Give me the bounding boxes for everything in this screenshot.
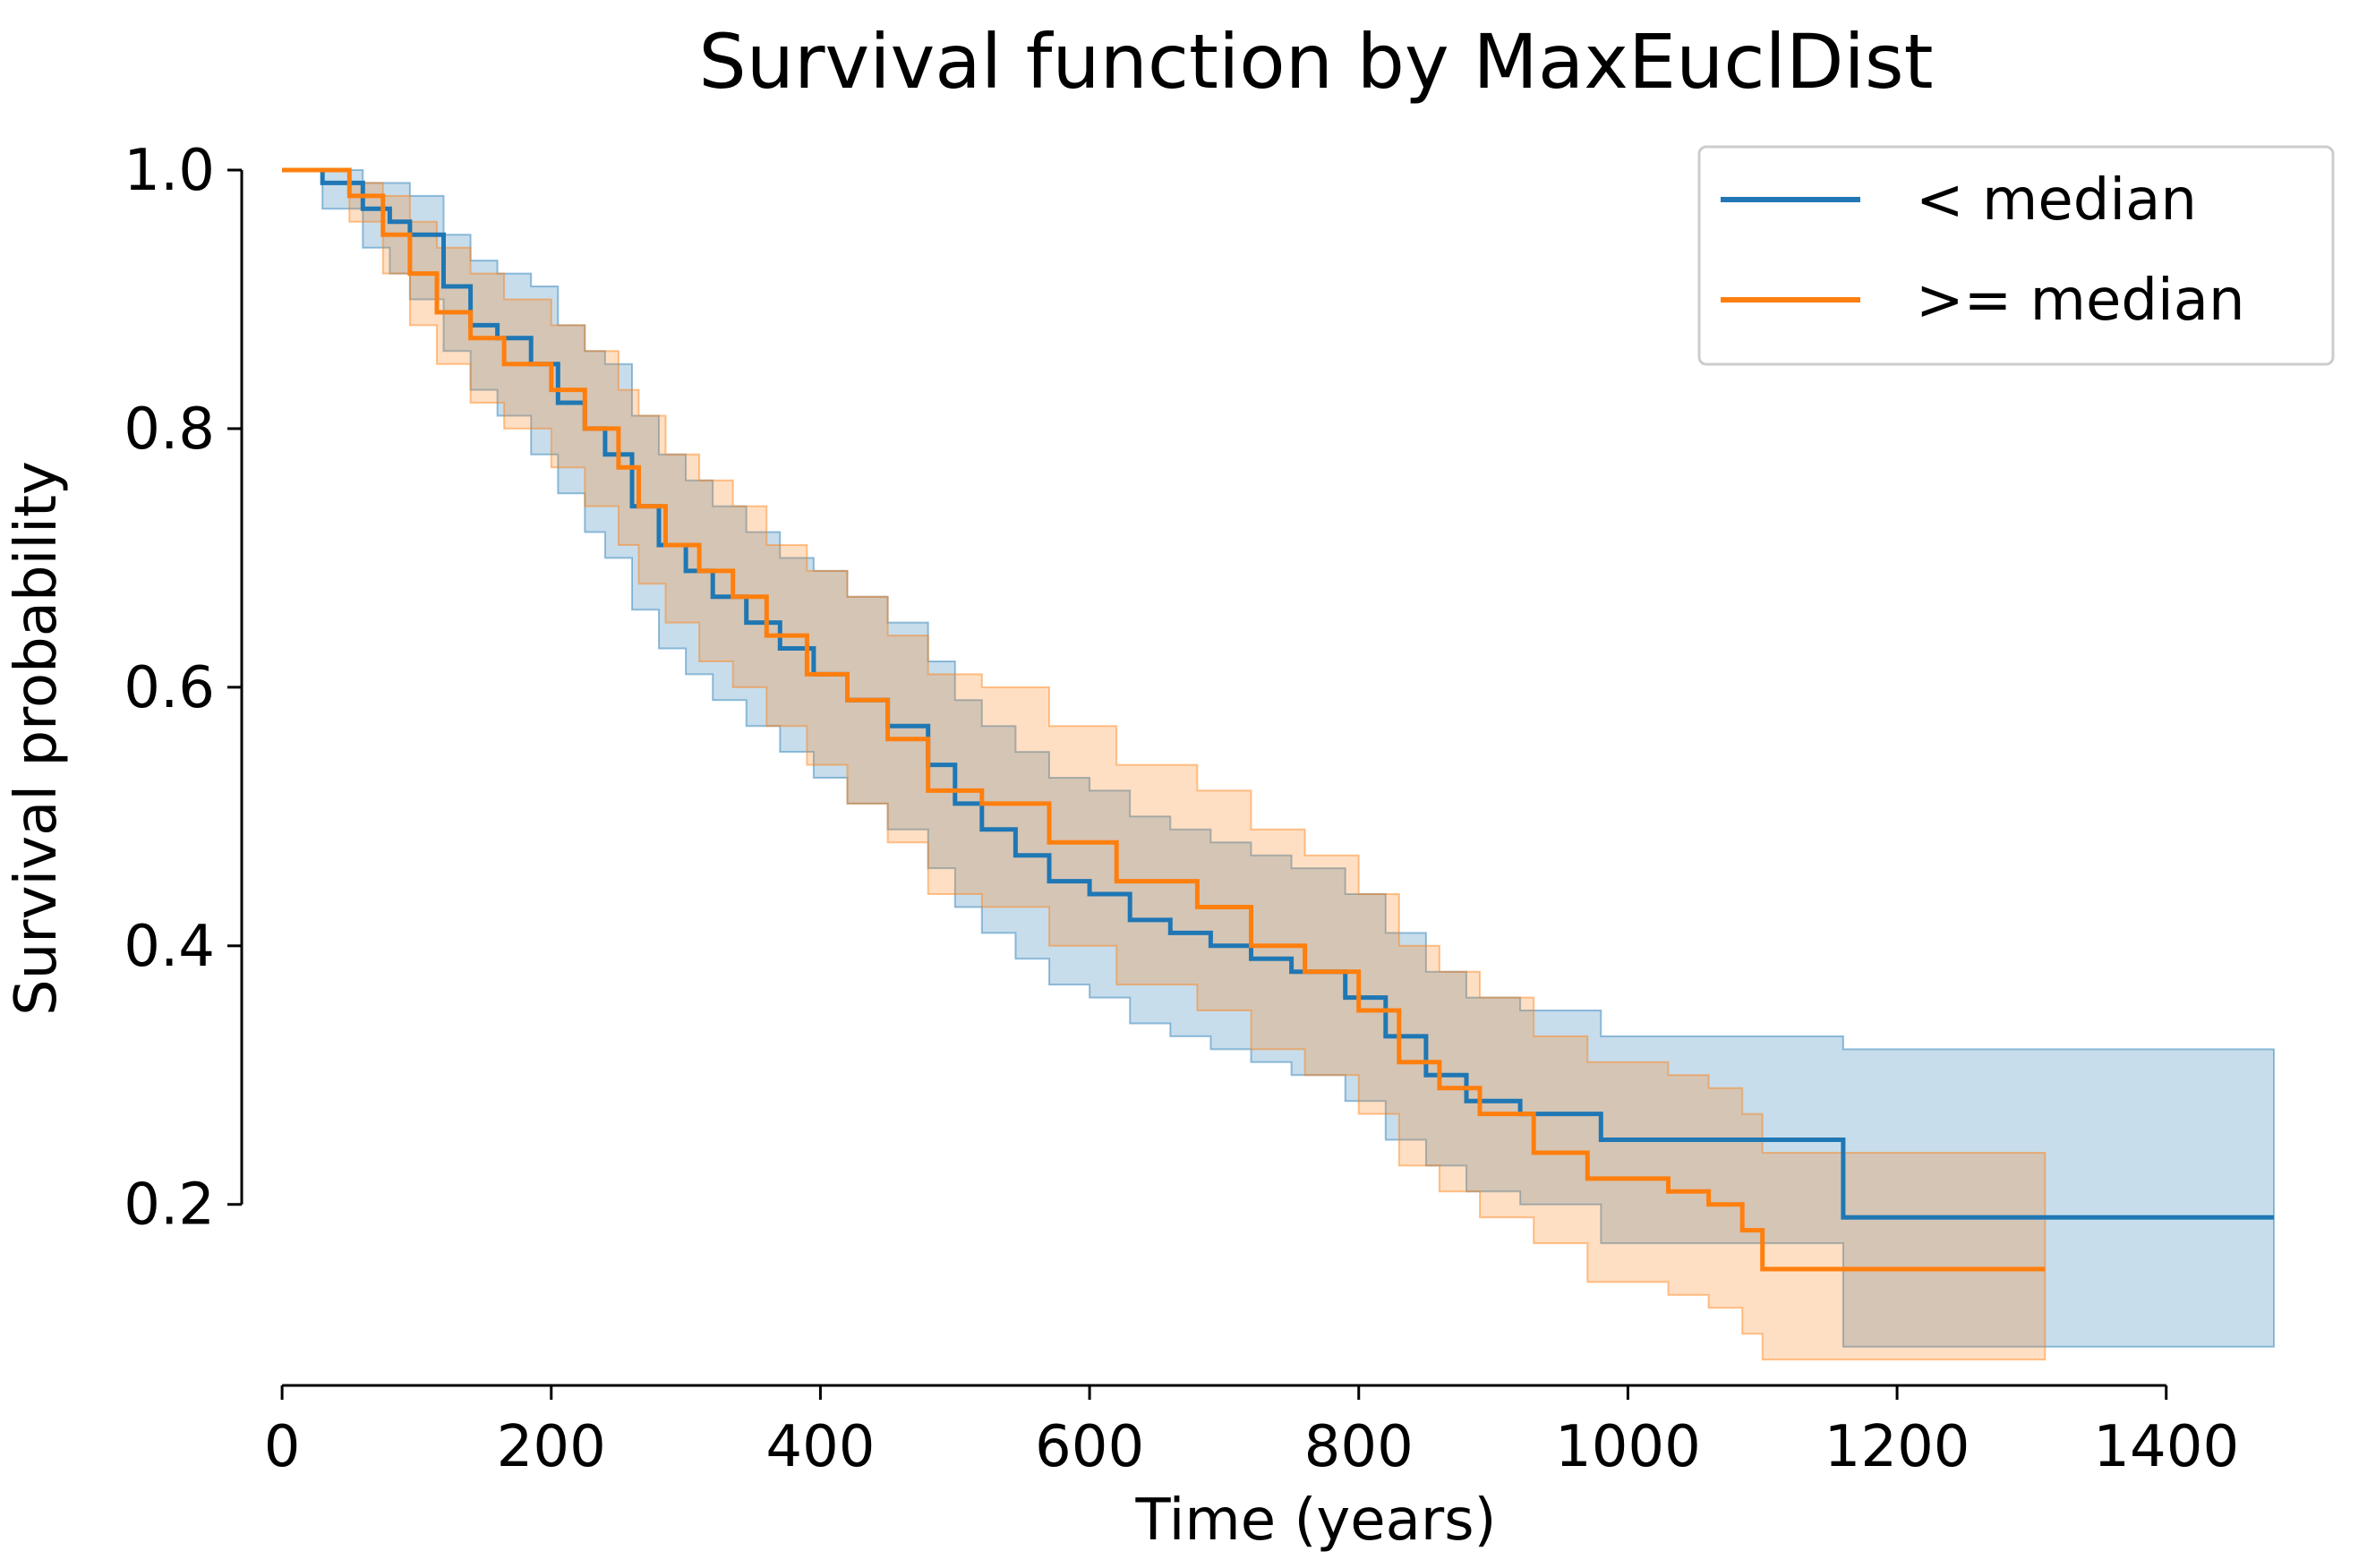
x-tick-label: 0 — [264, 1414, 301, 1480]
y-tick-label: 1.0 — [124, 138, 215, 204]
survival-line-above-median — [282, 167, 2046, 1272]
x-tick-label: 600 — [1035, 1414, 1144, 1480]
y-tick-label: 0.2 — [124, 1172, 215, 1239]
y-axis-ticks: 0.2 0.4 0.6 0.8 1.0 — [124, 138, 242, 1239]
y-axis-label: Survival probability — [4, 461, 70, 1016]
legend-label-above-median: >= median — [1916, 268, 2245, 334]
x-tick-label: 1200 — [1824, 1414, 1970, 1480]
y-tick-label: 0.4 — [124, 914, 215, 980]
confidence-band-above-median — [282, 169, 2047, 1361]
y-tick-label: 0.6 — [124, 655, 215, 721]
confidence-band-below-median — [282, 169, 2275, 1348]
x-tick-label: 800 — [1304, 1414, 1414, 1480]
x-axis-label: Time (years) — [1134, 1487, 1496, 1554]
x-tick-label: 1000 — [1555, 1414, 1701, 1480]
x-axis-ticks: 0 200 400 600 800 1000 1200 1400 — [264, 1385, 2239, 1480]
x-tick-label: 400 — [765, 1414, 875, 1480]
x-tick-label: 200 — [497, 1414, 606, 1480]
chart-title: Survival function by MaxEuclDist — [698, 18, 1933, 106]
x-tick-label: 1400 — [2093, 1414, 2239, 1480]
y-tick-label: 0.8 — [124, 396, 215, 463]
legend: < median >= median — [1697, 145, 2335, 366]
plot-area — [282, 167, 2275, 1361]
legend-label-below-median: < median — [1916, 167, 2197, 234]
